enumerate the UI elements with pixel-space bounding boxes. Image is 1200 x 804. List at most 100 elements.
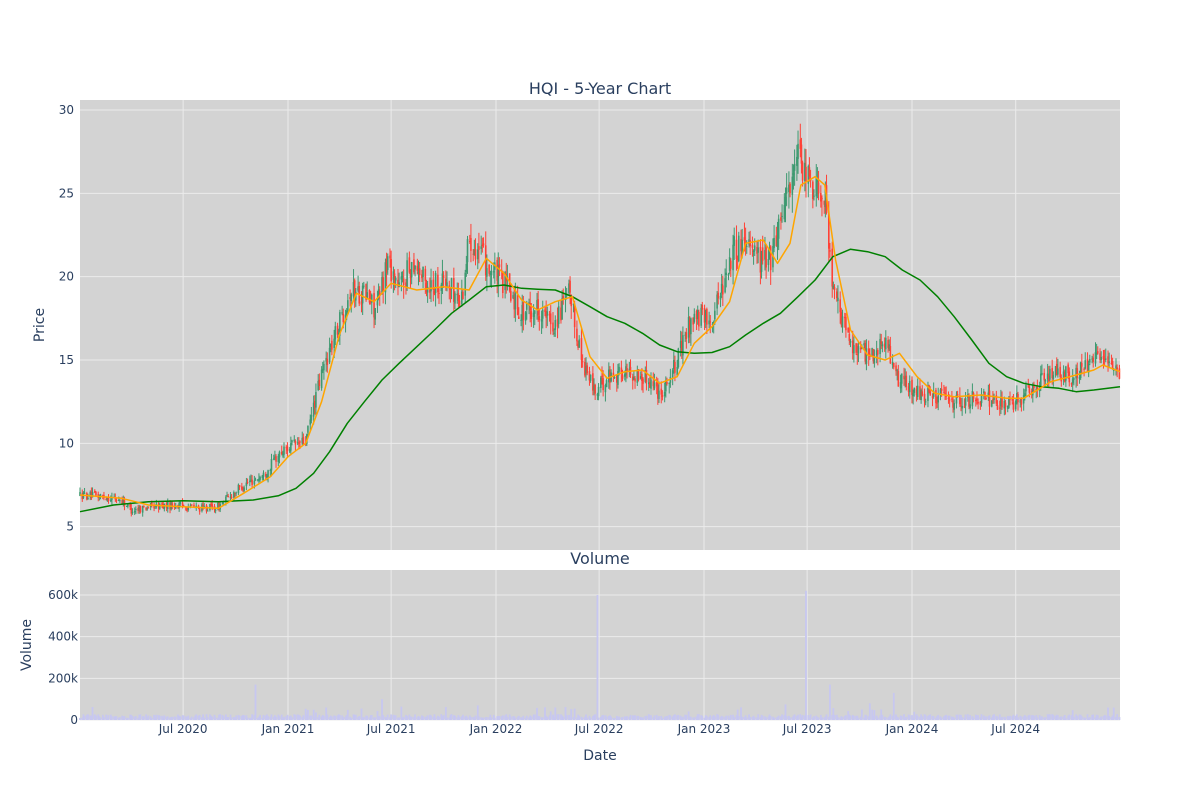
ma-long-line xyxy=(79,248,1121,513)
volume-bar xyxy=(904,717,907,720)
candle-body xyxy=(119,500,121,502)
candle-body xyxy=(373,293,375,318)
volume-bar xyxy=(588,715,591,720)
candle-body xyxy=(139,506,142,513)
volume-bar xyxy=(982,715,985,720)
volume-bar xyxy=(578,715,581,720)
volume-bar xyxy=(485,717,488,720)
volume-bar xyxy=(1087,717,1090,720)
volume-bar xyxy=(679,715,682,720)
candle-body xyxy=(1088,359,1091,363)
volume-axis-title: Volume xyxy=(19,619,35,671)
volume-bar xyxy=(968,717,970,720)
candle-body xyxy=(277,455,280,463)
volume-bar xyxy=(668,714,671,720)
candle-body xyxy=(536,300,538,309)
volume-bar xyxy=(258,716,260,720)
candle-body xyxy=(242,488,244,491)
volume-bar xyxy=(864,714,867,720)
volume-bar xyxy=(97,714,100,720)
candle-body xyxy=(145,507,147,510)
candle-body xyxy=(211,504,214,507)
volume-bar xyxy=(406,716,409,720)
volume-bar xyxy=(211,716,214,720)
volume-bar xyxy=(525,715,528,720)
volume-bar xyxy=(226,716,228,720)
volume-bar xyxy=(687,711,690,720)
volume-bar xyxy=(422,716,424,720)
volume-bar xyxy=(529,715,532,720)
volume-bar xyxy=(452,715,455,720)
volume-bar xyxy=(875,715,878,720)
date-tick-label: Jan 2022 xyxy=(469,722,523,736)
volume-bar xyxy=(448,717,451,720)
volume-bar xyxy=(253,714,256,720)
candle-body xyxy=(1011,399,1014,401)
volume-bar xyxy=(645,715,648,720)
volume-bar xyxy=(219,714,222,720)
candle-body xyxy=(141,505,144,513)
volume-bar xyxy=(269,716,272,720)
candle-body xyxy=(556,319,559,327)
volume-bar xyxy=(89,715,92,720)
candle-body xyxy=(158,503,161,509)
candle-body xyxy=(936,402,938,404)
volume-bar xyxy=(141,716,144,720)
candle-body xyxy=(1032,385,1034,396)
volume-bar xyxy=(1086,714,1089,720)
volume-bar xyxy=(470,716,472,720)
volume-bar xyxy=(727,715,730,720)
volume-bar xyxy=(205,714,208,720)
volume-bar xyxy=(801,714,804,720)
candle-body xyxy=(853,345,855,354)
volume-bar xyxy=(346,709,349,720)
volume-bar xyxy=(158,715,161,720)
candle-body xyxy=(843,316,846,319)
volume-bar xyxy=(813,716,815,720)
candle-body xyxy=(708,320,710,325)
candle-body xyxy=(230,496,233,498)
volume-bar xyxy=(1015,714,1018,720)
volume-bar xyxy=(275,716,277,720)
candle-body xyxy=(867,348,870,356)
volume-bar xyxy=(530,716,533,720)
candle-body xyxy=(840,312,843,326)
volume-bar xyxy=(1099,717,1101,720)
volume-bar xyxy=(425,716,428,720)
volume-bar xyxy=(203,717,206,720)
candle-body xyxy=(299,441,301,443)
volume-bar xyxy=(899,715,902,720)
volume-bar xyxy=(984,717,986,720)
volume-bar xyxy=(964,714,967,720)
volume-bar xyxy=(952,716,954,720)
candle-body xyxy=(378,291,381,296)
candle-body xyxy=(1107,356,1109,364)
candle-body xyxy=(376,300,379,306)
candle-body xyxy=(618,366,620,372)
candle-body xyxy=(908,381,911,393)
candle-body xyxy=(91,491,94,498)
candle-body xyxy=(944,393,946,395)
volume-bar xyxy=(497,716,500,720)
candle-body xyxy=(323,363,325,371)
volume-bar xyxy=(1079,714,1082,720)
candle-body xyxy=(269,469,272,471)
candle-body xyxy=(816,179,819,182)
volume-bar xyxy=(562,716,565,720)
candle-body xyxy=(919,386,921,400)
volume-bar xyxy=(358,715,361,720)
volume-bar xyxy=(777,715,780,720)
candle-body xyxy=(783,205,786,220)
volume-bar xyxy=(732,714,734,720)
candle-body xyxy=(1035,389,1038,391)
candle-body xyxy=(716,294,718,309)
volume-bar xyxy=(648,715,651,720)
candle-body xyxy=(122,499,125,504)
candle-body xyxy=(221,503,224,505)
candle-body xyxy=(317,380,320,391)
volume-bar xyxy=(537,716,540,720)
volume-bar xyxy=(999,717,1002,720)
volume-bar xyxy=(621,716,624,720)
